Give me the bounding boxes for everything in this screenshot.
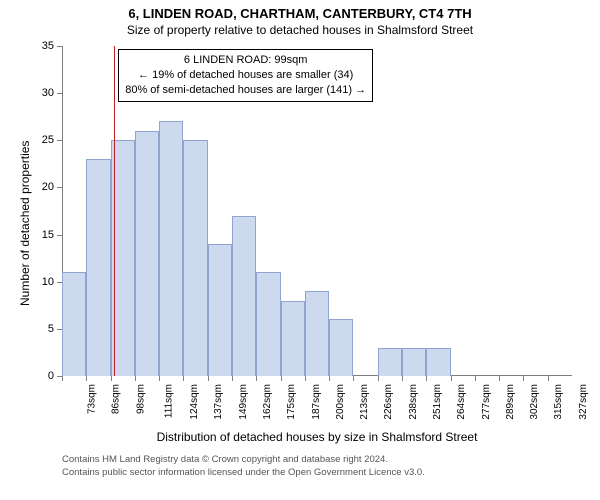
histogram-bar [426,348,450,376]
histogram-bar [232,216,256,376]
y-tick-label: 15 [34,229,54,241]
x-tick-label: 213sqm [359,384,370,420]
x-tick-label: 137sqm [214,384,225,420]
y-axis-label: Number of detached properties [18,141,32,306]
chart-title: 6, LINDEN ROAD, CHARTHAM, CANTERBURY, CT… [0,0,600,21]
plot-area: 0510152025303573sqm86sqm98sqm111sqm124sq… [62,46,572,376]
x-tick-label: 226sqm [384,384,395,420]
histogram-bar [86,159,110,376]
x-axis-label: Distribution of detached houses by size … [62,430,572,444]
y-tick-label: 10 [34,276,54,288]
x-tick-label: 175sqm [286,384,297,420]
x-tick-label: 73sqm [87,384,98,414]
x-tick-label: 98sqm [135,384,146,414]
chart-subtitle: Size of property relative to detached ho… [0,23,600,37]
footer-line2: Contains public sector information licen… [62,467,425,480]
x-tick-label: 111sqm [163,384,174,418]
histogram-bar [378,348,402,376]
x-tick-label: 289sqm [505,384,516,420]
y-tick-label: 30 [34,87,54,99]
x-tick-label: 124sqm [189,384,200,420]
x-tick-label: 264sqm [456,384,467,420]
marker-line [114,46,115,376]
y-tick-label: 5 [34,323,54,335]
x-tick-label: 86sqm [111,384,122,414]
x-tick-label: 315sqm [554,384,565,420]
histogram-bar [62,272,86,376]
histogram-bar [183,140,207,376]
info-box-line: 6 LINDEN ROAD: 99sqm [125,53,366,68]
footer-attribution: Contains HM Land Registry data © Crown c… [62,454,425,480]
x-tick-label: 149sqm [238,384,249,420]
x-tick-label: 327sqm [578,384,589,420]
histogram-bar [208,244,232,376]
y-tick-label: 0 [34,370,54,382]
histogram-bar [329,319,353,376]
info-box: 6 LINDEN ROAD: 99sqm← 19% of detached ho… [118,49,373,102]
footer-line1: Contains HM Land Registry data © Crown c… [62,454,425,467]
histogram-bar [256,272,280,376]
x-tick-label: 162sqm [262,384,273,420]
info-box-line: ← 19% of detached houses are smaller (34… [125,68,366,83]
histogram-bar [305,291,329,376]
histogram-bar [135,131,159,376]
y-tick-label: 25 [34,134,54,146]
histogram-bar [402,348,426,376]
x-tick-label: 200sqm [335,384,346,420]
histogram-bar [159,121,183,376]
x-tick-label: 238sqm [408,384,419,420]
x-tick-label: 251sqm [432,384,443,420]
x-tick-label: 277sqm [481,384,492,420]
histogram-bar [281,301,305,376]
y-tick-label: 20 [34,181,54,193]
info-box-line: 80% of semi-detached houses are larger (… [125,83,366,98]
y-tick-label: 35 [34,40,54,52]
x-tick-label: 302sqm [529,384,540,420]
x-tick-label: 187sqm [311,384,322,420]
